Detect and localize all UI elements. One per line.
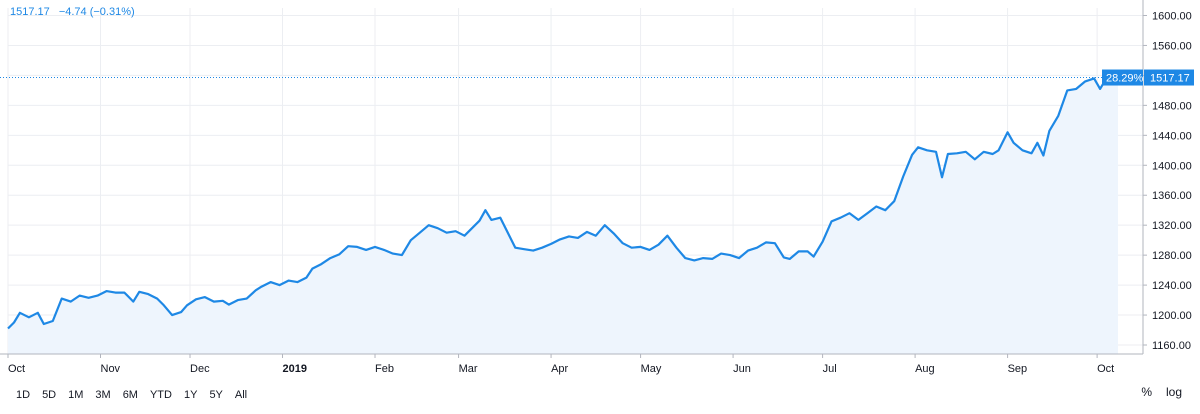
chart-legend: 1517.17 −4.74 (−0.31%) xyxy=(10,6,141,18)
x-tick-label: Oct xyxy=(1097,363,1114,375)
y-tick-label: 1400.00 xyxy=(1152,160,1192,172)
x-tick-label: Jul xyxy=(823,363,837,375)
range-button-1m[interactable]: 1M xyxy=(68,389,84,401)
range-button-1y[interactable]: 1Y xyxy=(183,389,198,401)
last-price-value-bg xyxy=(1144,69,1194,86)
range-button-all[interactable]: All xyxy=(234,389,248,401)
range-button-3m[interactable]: 3M xyxy=(95,389,111,401)
last-price-tag: 28.29% 1517.17 xyxy=(0,69,1194,86)
range-button-6m[interactable]: 6M xyxy=(122,389,138,401)
x-tick-label: Nov xyxy=(101,363,121,375)
x-tick-label: Dec xyxy=(190,363,210,375)
range-button-ytd[interactable]: YTD xyxy=(149,389,172,401)
percent-scale-toggle[interactable]: % xyxy=(1141,385,1152,399)
chart-svg[interactable]: 1160.00 1200.00 1240.00 1280.00 1320.00 1360.… xyxy=(0,0,1200,380)
x-tick-label: Sep xyxy=(1008,363,1028,375)
scale-controls: % log xyxy=(1127,385,1182,399)
last-price-percent-bg xyxy=(1102,69,1143,86)
series-line xyxy=(7,72,1119,330)
x-tick-label: Feb xyxy=(375,363,394,375)
price-chart[interactable]: 1160.00 1200.00 1240.00 1280.00 1320.00 1360.… xyxy=(0,0,1200,380)
y-tick-label: 1600.00 xyxy=(1152,10,1192,22)
range-button-5d[interactable]: 5D xyxy=(42,389,57,401)
x-tick-label: Aug xyxy=(915,363,935,375)
y-tick-label: 1240.00 xyxy=(1152,280,1192,292)
series-area xyxy=(8,73,1118,355)
x-tick-label: Mar xyxy=(459,363,478,375)
range-button-1d[interactable]: 1D xyxy=(16,389,31,401)
range-button-5y[interactable]: 5Y xyxy=(209,389,223,401)
x-tick-label: Oct xyxy=(8,363,25,375)
legend-change: −4.74 (−0.31%) xyxy=(58,6,135,18)
y-tick-label: 1480.00 xyxy=(1152,100,1192,112)
y-tick-label: 1200.00 xyxy=(1152,310,1192,322)
axes xyxy=(0,0,1147,358)
area-fill xyxy=(8,73,1118,355)
x-tick-label: May xyxy=(641,363,662,375)
y-tick-label: 1280.00 xyxy=(1152,250,1192,262)
x-tick-label: Jun xyxy=(733,363,751,375)
x-tick-label: 2019 xyxy=(283,363,307,375)
y-tick-label: 1320.00 xyxy=(1152,220,1192,232)
y-tick-label: 1440.00 xyxy=(1152,130,1192,142)
y-tick-label: 1360.00 xyxy=(1152,190,1192,202)
x-tick-label: Apr xyxy=(551,363,568,375)
legend-last-value: 1517.17 xyxy=(10,6,50,18)
y-tick-label: 1560.00 xyxy=(1152,40,1192,52)
price-line xyxy=(7,72,1119,330)
log-scale-toggle[interactable]: log xyxy=(1165,385,1182,399)
last-price-percent: 28.29% xyxy=(1106,73,1144,85)
date-range-selector: 1D 5D 1M 3M 6M YTD 1Y 5Y All xyxy=(12,385,255,405)
last-price-value: 1517.17 xyxy=(1150,73,1190,85)
x-axis-labels: Oct Nov Dec 2019 Feb Mar Apr May Jun Jul Aug Sep Oct xyxy=(8,363,1114,375)
y-tick-label: 1160.00 xyxy=(1152,340,1191,352)
